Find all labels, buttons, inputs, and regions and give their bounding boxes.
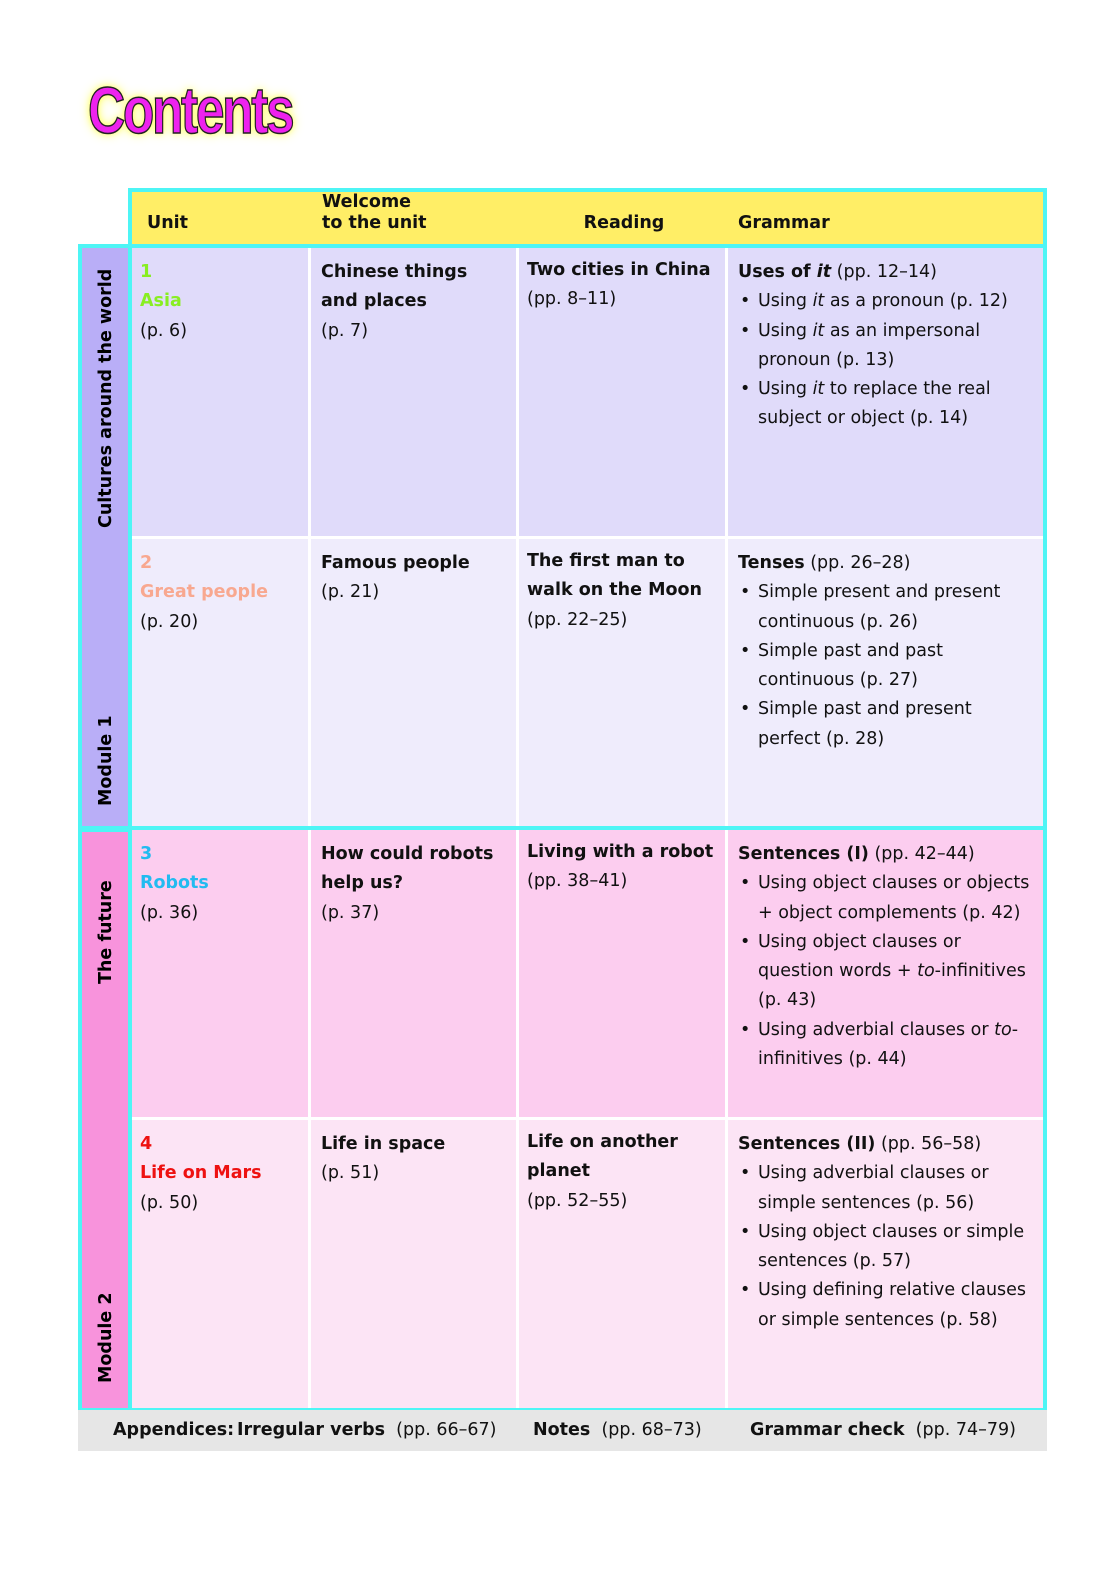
grammar-item: Using object clauses or simple sentences… (738, 1218, 1035, 1277)
welcome-page: (p. 7) (321, 320, 369, 341)
welcome-title-line: help us? (321, 873, 403, 894)
welcome-title-line: Life in space (321, 1134, 446, 1154)
unit-page: (p. 50) (140, 1192, 199, 1213)
grammar-item: Using adverbial clauses or to-infinitive… (738, 1016, 1035, 1075)
reading-page: (pp. 52–55) (527, 1190, 628, 1211)
grammar-cell[interactable]: Uses of it (pp. 12–14) Using it as a pron… (726, 246, 1045, 537)
grammar-item: Simple past and present perfect (p. 28) (738, 695, 1035, 754)
column-divider (725, 246, 728, 1410)
welcome-page: (p. 21) (321, 582, 380, 603)
column-divider (516, 246, 519, 1410)
unit-name: Robots (140, 873, 209, 894)
grammar-cell[interactable]: Sentences (I) (pp. 42–44) Using object cl… (726, 828, 1045, 1118)
grammar-item: Using it as an impersonal pronoun (p. 13… (738, 317, 1035, 376)
module-2-label: Module 2 (96, 1292, 116, 1384)
row-divider (130, 1117, 1045, 1120)
unit-name: Asia (140, 291, 182, 312)
unit-page: (p. 20) (140, 611, 199, 632)
appendix-notes[interactable]: Notes (pp. 68–73) (533, 1420, 702, 1440)
header-grammar: Grammar (726, 190, 1047, 246)
grammar-title: Tenses (pp. 26–28) (738, 553, 911, 573)
unit-name: Great people (140, 582, 268, 603)
reading-title-line: Two cities in China (527, 260, 711, 280)
unit-cell[interactable]: 1 Asia (p. 6) (130, 246, 309, 537)
welcome-title-line: Chinese things (321, 262, 468, 282)
welcome-title-line: How could robots (321, 844, 494, 864)
header-unit: Unit (130, 190, 309, 246)
grammar-item: Using it as a pronoun (p. 12) (738, 287, 1035, 317)
welcome-cell[interactable]: Chinese things and places (p. 7) (309, 246, 517, 537)
grammar-list: Using adverbial clauses or simple senten… (738, 1159, 1035, 1335)
grammar-cell[interactable]: Sentences (II) (pp. 56–58) Using adverbia… (726, 1118, 1045, 1410)
grammar-title: Sentences (II) (pp. 56–58) (738, 1134, 982, 1154)
module-1-theme: Cultures around the world (96, 268, 116, 528)
reading-title-line: The first man to (527, 551, 685, 571)
column-divider (308, 246, 311, 1410)
header-reading: Reading (517, 190, 726, 246)
unit-cell[interactable]: 3 Robots (p. 36) (130, 828, 309, 1118)
reading-cell[interactable]: Living with a robot (pp. 38–41) (517, 828, 726, 1118)
grammar-title: Sentences (I) (pp. 42–44) (738, 844, 975, 864)
header-welcome-label: Welcome to the unit (322, 192, 427, 233)
unit-number: 4 (140, 1134, 153, 1154)
module-1-sidebar: Cultures around the world Module 1 (78, 244, 130, 830)
grammar-item: Using adverbial clauses or simple senten… (738, 1159, 1035, 1218)
grammar-item: Simple present and present continuous (p… (738, 578, 1035, 637)
appendices-bar: Appendices: Irregular verbs (pp. 66–67) … (78, 1410, 1047, 1451)
page-title: Contents (87, 72, 295, 148)
reading-page: (pp. 22–25) (527, 609, 628, 630)
grammar-item: Using defining relative clauses or simpl… (738, 1276, 1035, 1335)
unit-number: 1 (140, 262, 153, 282)
grammar-cell[interactable]: Tenses (pp. 26–28) Simple present and pre… (726, 537, 1045, 828)
welcome-page: (p. 37) (321, 902, 380, 923)
module-2-theme: The future (96, 880, 116, 984)
welcome-cell[interactable]: How could robots help us? (p. 37) (309, 828, 517, 1118)
welcome-page: (p. 51) (321, 1163, 380, 1184)
reading-cell[interactable]: Two cities in China (pp. 8–11) (517, 246, 726, 537)
appendix-irregular-verbs[interactable]: Irregular verbs (pp. 66–67) (237, 1420, 497, 1440)
reading-title-line: Living with a robot (527, 842, 714, 862)
grammar-item: Simple past and past continuous (p. 27) (738, 637, 1035, 696)
grammar-item: Using it to replace the real subject or … (738, 375, 1035, 434)
header-reading-label: Reading (583, 213, 665, 233)
reading-title-line: Life on another (527, 1132, 678, 1152)
unit-number: 2 (140, 553, 153, 573)
welcome-title-line: Famous people (321, 553, 470, 573)
appendix-grammar-check[interactable]: Grammar check (pp. 74–79) (750, 1420, 1016, 1440)
reading-page: (pp. 38–41) (527, 871, 628, 892)
welcome-title-line: and places (321, 291, 427, 312)
grammar-list: Using it as a pronoun (p. 12)Using it as… (738, 287, 1035, 433)
unit-cell[interactable]: 2 Great people (p. 20) (130, 537, 309, 828)
unit-page: (p. 36) (140, 902, 199, 923)
header-grammar-label: Grammar (738, 213, 830, 233)
header-welcome: Welcome to the unit (309, 190, 517, 246)
welcome-cell[interactable]: Famous people (p. 21) (309, 537, 517, 828)
appendices-label: Appendices: (113, 1420, 235, 1440)
row-divider (130, 536, 1045, 539)
unit-number: 3 (140, 844, 153, 864)
module-1-label: Module 1 (96, 715, 116, 807)
unit-cell[interactable]: 4 Life on Mars (p. 50) (130, 1118, 309, 1410)
reading-cell[interactable]: Life on another planet (pp. 52–55) (517, 1118, 726, 1410)
unit-page: (p. 6) (140, 320, 188, 341)
grammar-list: Simple present and present continuous (p… (738, 578, 1035, 754)
reading-title-line: planet (527, 1161, 591, 1182)
grammar-list: Using object clauses or objects + object… (738, 869, 1035, 1074)
unit-name: Life on Mars (140, 1163, 262, 1184)
module-2-sidebar: The future Module 2 (78, 828, 130, 1412)
welcome-cell[interactable]: Life in space (p. 51) (309, 1118, 517, 1410)
reading-page: (pp. 8–11) (527, 289, 617, 310)
header-unit-label: Unit (147, 213, 189, 233)
reading-cell[interactable]: The first man to walk on the Moon (pp. 22–… (517, 537, 726, 828)
grammar-item: Using object clauses or question words +… (738, 928, 1035, 1016)
reading-title-line: walk on the Moon (527, 580, 702, 601)
grammar-item: Using object clauses or objects + object… (738, 869, 1035, 928)
grammar-title: Uses of it (pp. 12–14) (738, 262, 937, 282)
